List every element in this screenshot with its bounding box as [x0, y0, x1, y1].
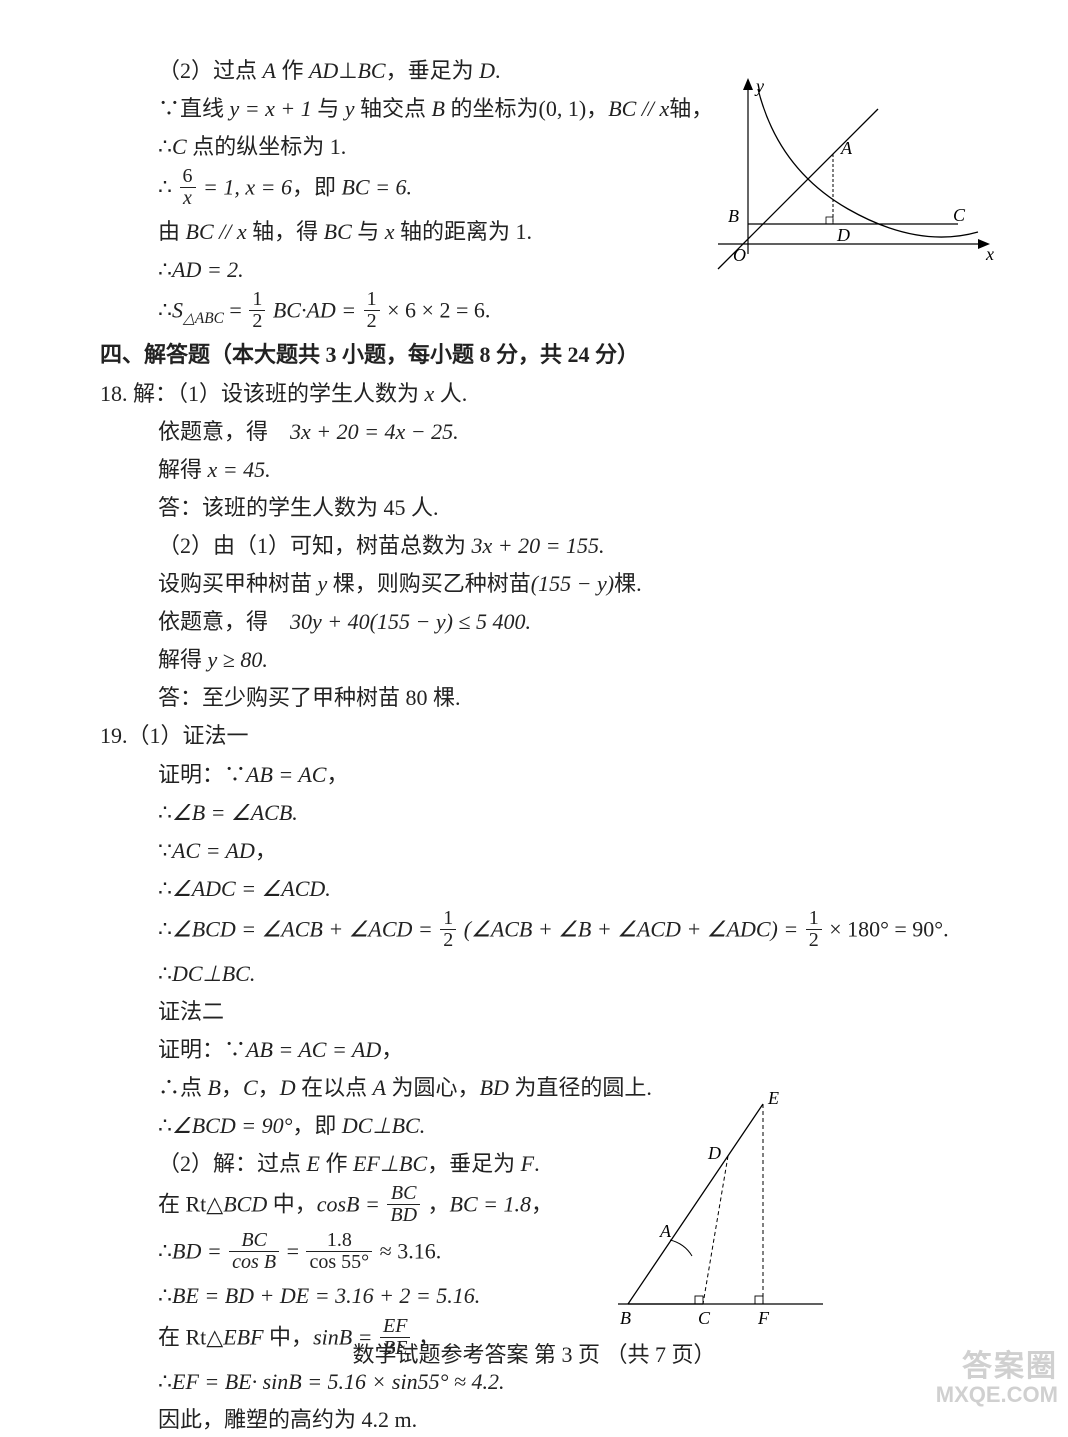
text-line: 19.（1）证法一: [100, 719, 968, 753]
text-line: ∴∠B = ∠ACB.: [100, 796, 968, 830]
text-line: 证法二: [100, 995, 968, 1029]
text-line: ∴DC⊥BC.: [100, 957, 968, 991]
text-line: 答：该班的学生人数为 45 人.: [100, 491, 968, 525]
text-line: ∴∠ADC = ∠ACD.: [100, 872, 968, 906]
text-line: 解得 y ≥ 80.: [100, 643, 968, 677]
svg-text:D: D: [707, 1143, 721, 1163]
text-line: 18. 解：（1）设该班的学生人数为 x 人.: [100, 377, 968, 411]
svg-text:C: C: [953, 205, 966, 225]
watermark: 答案圈 MXQE.COM: [936, 1350, 1058, 1407]
svg-text:F: F: [757, 1308, 770, 1328]
text-line: 解得 x = 45.: [100, 453, 968, 487]
figure-triangle-diagram: A B C F D E: [598, 1074, 838, 1344]
svg-text:B: B: [620, 1308, 631, 1328]
svg-text:A: A: [840, 138, 853, 158]
text-line: 证明：∵AB = AC，: [100, 758, 968, 792]
watermark-cn: 答案圈: [936, 1350, 1058, 1383]
svg-text:B: B: [728, 206, 739, 226]
text-line: ∴∠BCD = ∠ACB + ∠ACD = 12 (∠ACB + ∠B + ∠A…: [100, 910, 968, 953]
text-line: 设购买甲种树苗 y 棵，则购买乙种树苗(155 − y)棵.: [100, 567, 968, 601]
content-body: y x A B D C O: [100, 54, 968, 1437]
svg-text:y: y: [754, 76, 764, 96]
text-line: 依题意，得 3x + 20 = 4x − 25.: [100, 415, 968, 449]
text-line: 依题意，得 30y + 40(155 − y) ≤ 5 400.: [100, 605, 968, 639]
svg-text:D: D: [836, 225, 850, 245]
text-line: 证明：∵AB = AC = AD，: [100, 1033, 968, 1067]
svg-text:O: O: [733, 245, 746, 265]
text-line: 因此，雕塑的高约为 4.2 m.: [100, 1403, 968, 1437]
text-line: 答：至少购买了甲种树苗 80 棵.: [100, 681, 968, 715]
svg-text:A: A: [659, 1221, 672, 1241]
page: y x A B D C O: [0, 0, 1068, 1417]
text-line: ∵AC = AD，: [100, 834, 968, 868]
section-header: 四、解答题（本大题共 3 小题，每小题 8 分，共 24 分）: [100, 338, 968, 372]
svg-text:C: C: [698, 1308, 711, 1328]
svg-text:x: x: [985, 244, 994, 264]
page-footer: 数学试题参考答案 第 3 页 （共 7 页）: [0, 1338, 1068, 1372]
svg-text:E: E: [767, 1088, 779, 1108]
figure-coordinate-graph: y x A B D C O: [698, 74, 998, 304]
watermark-en: MXQE.COM: [936, 1383, 1058, 1407]
text-line: （2）由（1）可知，树苗总数为 3x + 20 = 155.: [100, 529, 968, 563]
